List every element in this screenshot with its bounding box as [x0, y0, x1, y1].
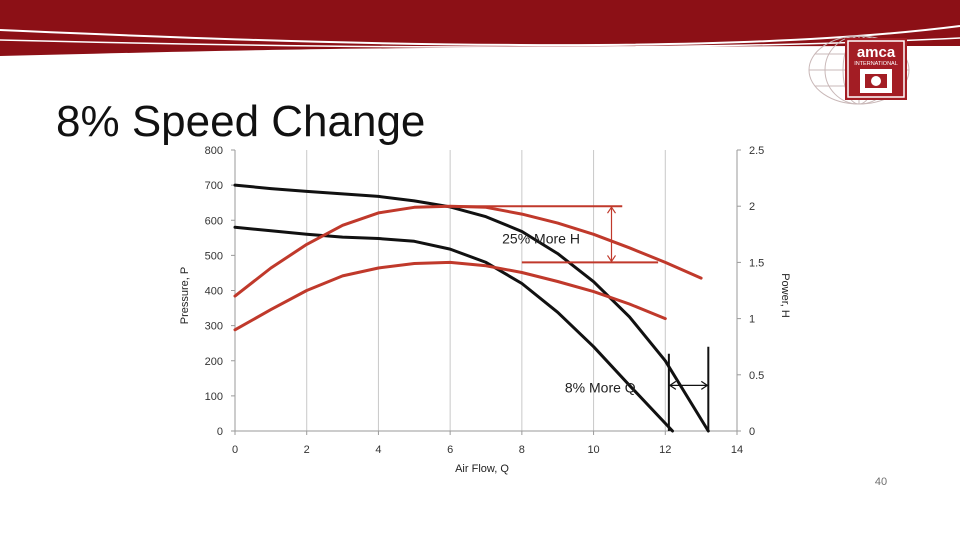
- slide-title: 8% Speed Change: [56, 97, 426, 146]
- x-tick-label: 2: [304, 444, 310, 456]
- logo-text: amca: [857, 44, 896, 61]
- y-tick-label: 700: [205, 180, 223, 192]
- y-tick-label: 200: [205, 356, 223, 368]
- annotation-more-power: 25% More H: [502, 230, 580, 246]
- logo-subtext: INTERNATIONAL: [854, 61, 898, 67]
- y2-tick-label: 0: [749, 426, 755, 438]
- series: [233, 183, 710, 433]
- y2-tick-label: 2.5: [749, 145, 764, 157]
- y2-tick-label: 1.5: [749, 257, 764, 269]
- x-tick-label: 12: [659, 444, 671, 456]
- annotations: [450, 205, 710, 431]
- annotation-more-flow: 8% More Q: [565, 379, 636, 395]
- y-tick-label: 600: [205, 215, 223, 227]
- y-tick-label: 100: [205, 391, 223, 403]
- arrowhead-left: [668, 380, 677, 390]
- power-curve-2: [233, 204, 703, 298]
- arrowhead-down: [607, 255, 616, 263]
- header-band: [0, 0, 960, 56]
- y-tick-label: 0: [217, 426, 223, 438]
- y-tick-label: 400: [205, 286, 223, 298]
- arrowhead-right: [700, 380, 709, 390]
- amca-logo: amca INTERNATIONAL: [808, 35, 910, 105]
- header-stripe-upper: [0, 25, 960, 47]
- arrowhead-up: [607, 206, 616, 214]
- page-number: 40: [874, 476, 888, 488]
- y2-tick-label: 0.5: [749, 370, 764, 382]
- x-tick-label: 4: [375, 444, 381, 456]
- y2-tick-label: 2: [749, 201, 755, 213]
- power-curve-3: [233, 260, 667, 332]
- y-axis-title: Pressure, P: [179, 267, 191, 324]
- x-tick-label: 8: [519, 444, 525, 456]
- chart: 0 2 4 6 8 10 12 14010020030040050060070080000.5…: [179, 145, 791, 475]
- x-axis-title: Air Flow, Q: [455, 463, 509, 475]
- y2-tick-label: 1: [749, 314, 755, 326]
- tick-labels: 0 2 4 6 8 10 12 14010020030040050060070080000.5…: [205, 145, 765, 456]
- pressure-curve-1: [233, 225, 674, 433]
- y2-axis-title: Power, H: [779, 273, 791, 318]
- axes: [231, 149, 741, 435]
- fan-icon: [860, 69, 892, 93]
- y-tick-label: 500: [205, 250, 223, 262]
- y-tick-label: 800: [205, 145, 223, 157]
- x-tick-label: 0: [232, 444, 238, 456]
- x-tick-label: 6: [447, 444, 453, 456]
- x-tick-label: 10: [587, 444, 599, 456]
- pressure-curve-0: [233, 183, 710, 433]
- x-tick-label: 14: [731, 444, 743, 456]
- grid: [306, 150, 738, 431]
- y-tick-label: 300: [205, 321, 223, 333]
